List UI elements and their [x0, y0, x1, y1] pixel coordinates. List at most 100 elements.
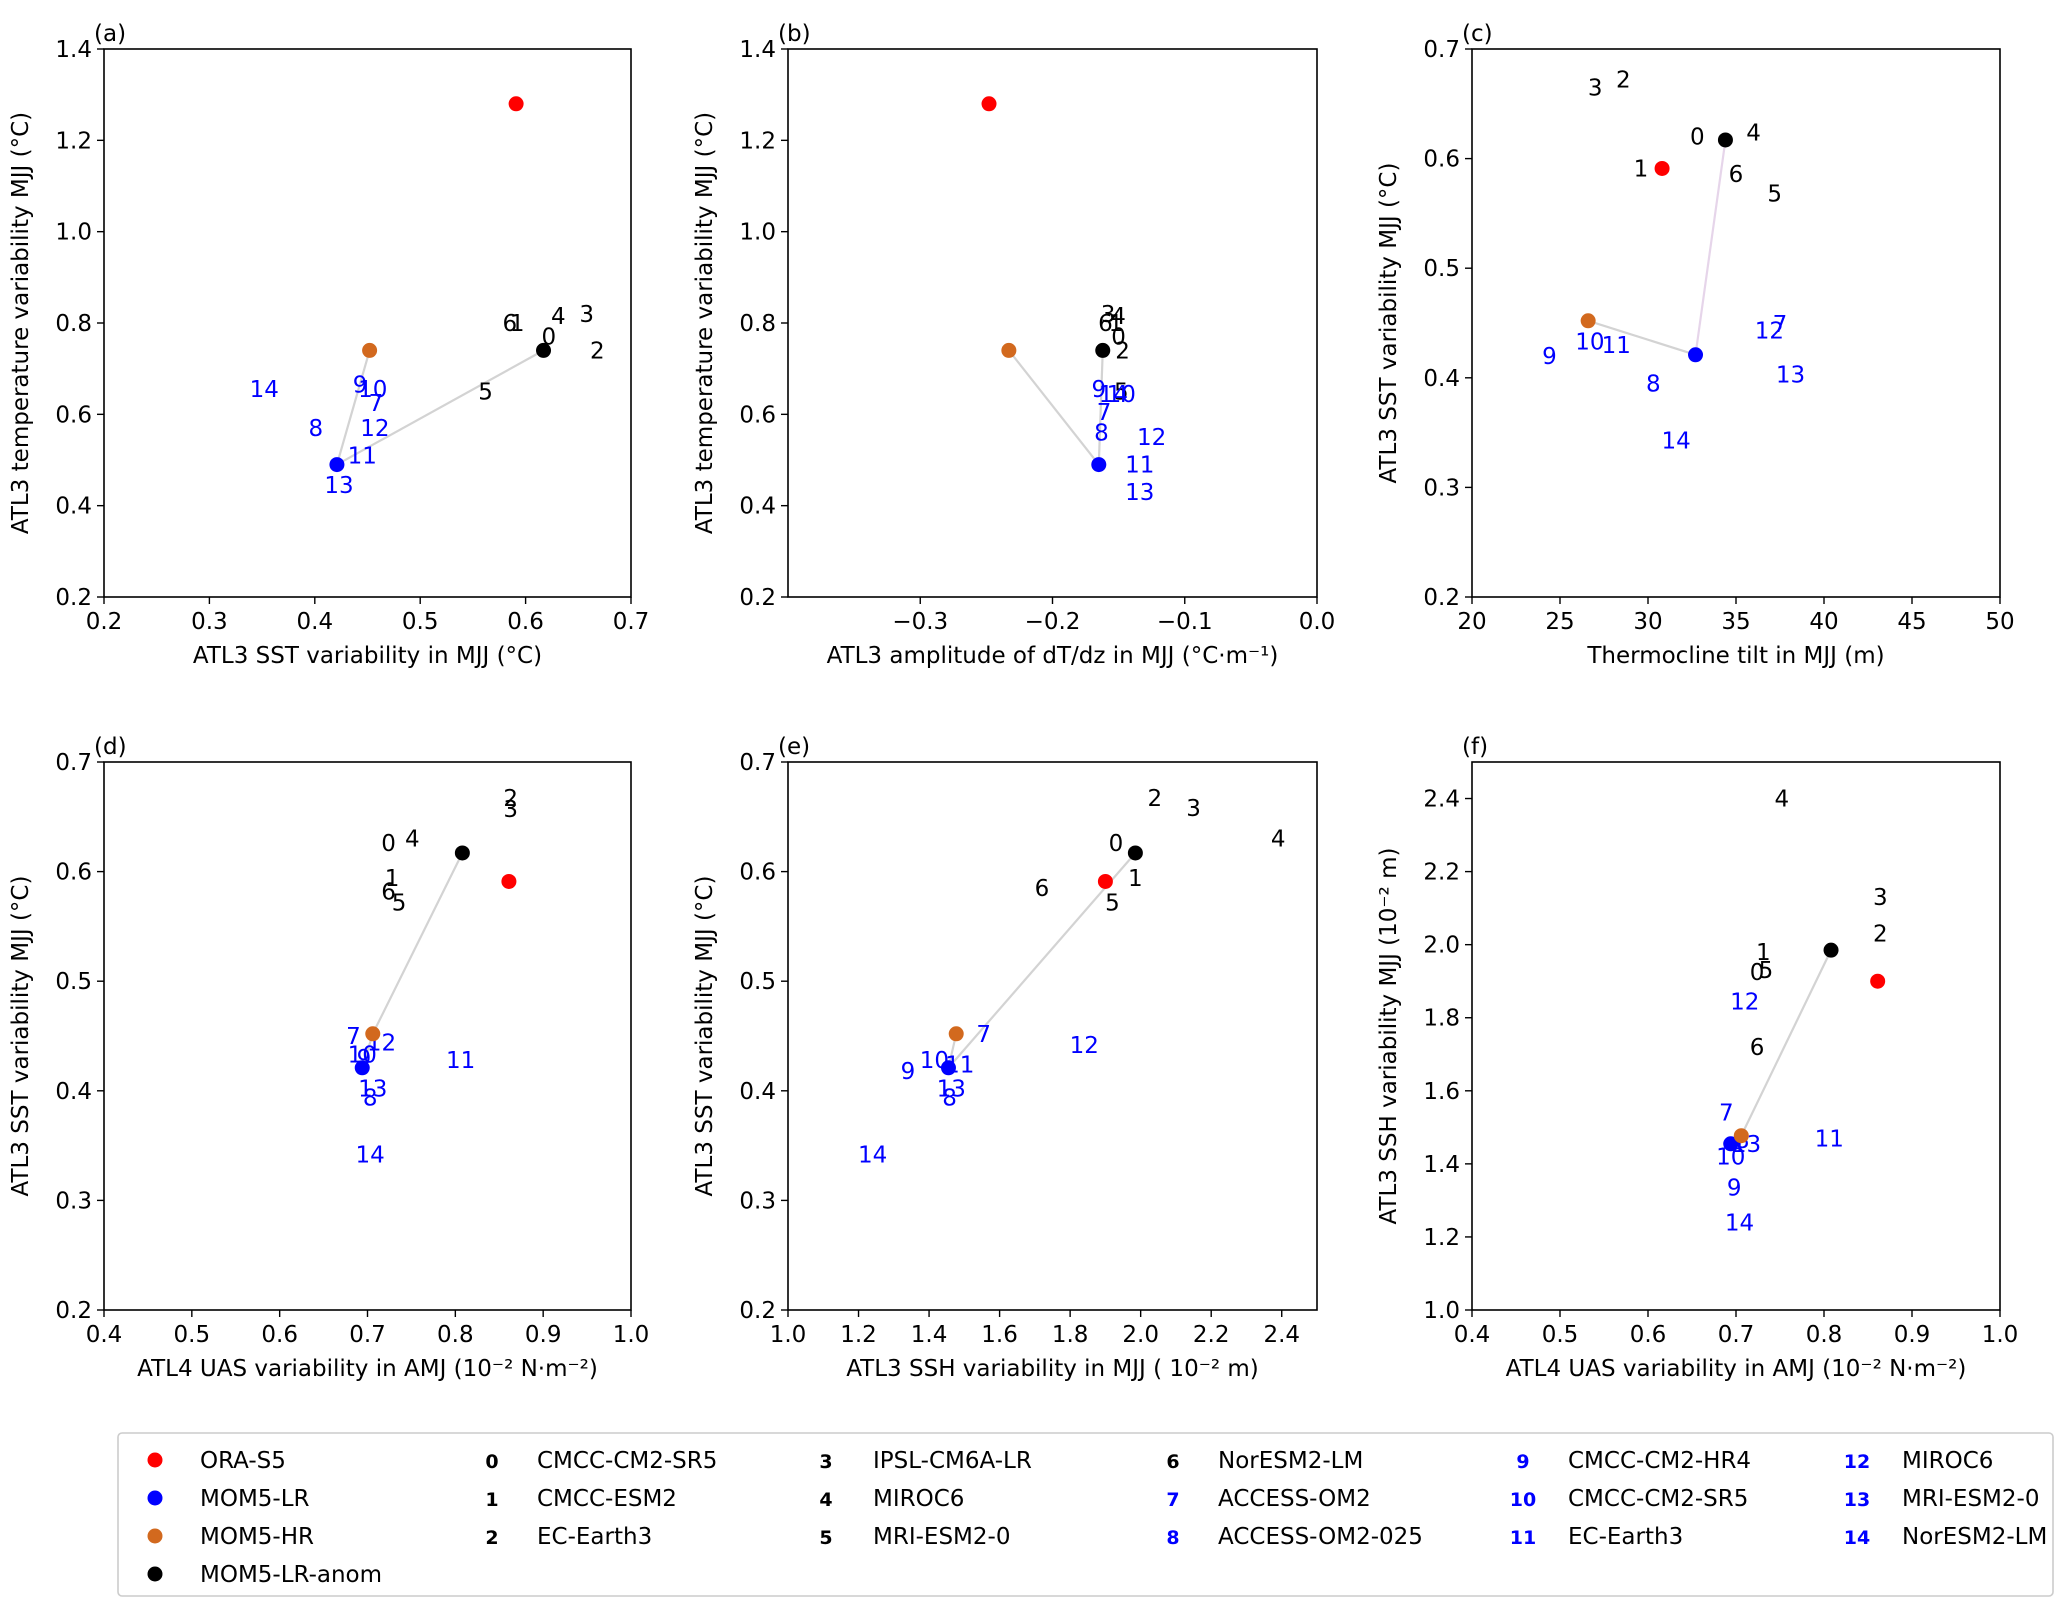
- model-label-3: 3: [1186, 796, 1201, 822]
- y-tick-label: 2.4: [1423, 787, 1460, 813]
- panel-label: (b): [778, 21, 811, 47]
- model-label-4: 4: [551, 304, 566, 330]
- x-tick-label: 40: [1809, 609, 1838, 635]
- x-tick-label: 1.8: [1052, 1322, 1089, 1348]
- y-tick-label: 0.2: [55, 585, 92, 611]
- legend-number-11: 11: [1510, 1527, 1536, 1549]
- model-label-0: 0: [1690, 125, 1705, 151]
- y-tick-label: 2.2: [1423, 860, 1460, 886]
- y-tick-label: 0.4: [739, 494, 776, 520]
- model-label-0: 0: [1111, 325, 1126, 351]
- legend-box: [117, 1432, 2054, 1597]
- x-tick-label: 0.8: [437, 1322, 474, 1348]
- model-label-11: 11: [1125, 453, 1154, 479]
- model-label-6: 6: [1750, 1035, 1765, 1061]
- y-axis-label: ATL3 temperature variability MJJ (°C): [8, 112, 34, 534]
- model-label-14: 14: [858, 1142, 887, 1168]
- y-tick-label: 0.7: [1423, 37, 1460, 63]
- marker-ora-s5: [501, 873, 517, 889]
- y-tick-label: 0.4: [739, 1079, 776, 1105]
- model-label-1: 1: [1128, 866, 1143, 892]
- marker-mom5-lr-anom: [536, 342, 552, 358]
- connector-line: [335, 350, 371, 465]
- legend-number-5: 5: [819, 1527, 832, 1549]
- model-label-11: 11: [1602, 333, 1631, 359]
- y-tick-label: 0.2: [55, 1298, 92, 1324]
- x-axis-label: ATL3 SSH variability in MJJ ( 10⁻² m): [846, 1356, 1259, 1382]
- panel-a: 0.2 0.3 0.4 0.5 0.6 0.7 0.2 0.4 0.6 0.8 1.0 1.2 1.4 A…: [8, 21, 649, 669]
- legend-number-10: 10: [1510, 1489, 1536, 1511]
- model-label-5: 5: [1767, 182, 1782, 208]
- legend-number-9: 9: [1516, 1451, 1529, 1473]
- x-tick-label: 50: [1985, 609, 2014, 635]
- y-tick-label: 0.8: [55, 311, 92, 337]
- legend-model-name: CMCC-CM2-HR4: [1568, 1448, 1751, 1474]
- panel-f: 0.4 0.5 0.6 0.7 0.8 0.9 1.0 1.0 1.2 1.4 1.6 1.8 2.0 2…: [1376, 734, 2018, 1382]
- y-tick-label: 0.3: [739, 1188, 776, 1214]
- y-tick-label: 1.6: [1423, 1079, 1460, 1105]
- model-label-13: 13: [324, 473, 353, 499]
- marker-mom5-hr: [1733, 1128, 1749, 1144]
- model-label-14: 14: [355, 1142, 384, 1168]
- model-label-7: 7: [369, 391, 384, 417]
- y-axis-label: ATL3 SST variability MJJ (°C): [692, 876, 718, 1197]
- x-tick-label: −0.3: [892, 609, 948, 635]
- legend-model-name: CMCC-CM2-SR5: [1568, 1486, 1748, 1512]
- legend-number-14: 14: [1844, 1527, 1870, 1549]
- x-tick-label: 0.4: [1454, 1322, 1491, 1348]
- y-tick-label: 0.3: [1423, 475, 1460, 501]
- x-axis-label: ATL3 amplitude of dT/dz in MJJ (°C·m⁻¹): [827, 643, 1279, 669]
- panel-label: (f): [1462, 734, 1488, 760]
- model-label-4: 4: [405, 827, 420, 853]
- marker-ora-s5: [1654, 160, 1670, 176]
- legend-number-12: 12: [1844, 1451, 1870, 1473]
- panel-label: (d): [94, 734, 127, 760]
- x-tick-label: 0.2: [86, 609, 123, 635]
- model-label-2: 2: [1115, 338, 1130, 364]
- x-tick-label: −0.2: [1025, 609, 1081, 635]
- marker-ora-s5: [508, 96, 524, 112]
- legend-model-name: CMCC-CM2-SR5: [537, 1448, 717, 1474]
- y-tick-label: 0.6: [739, 402, 776, 428]
- model-label-7: 7: [346, 1024, 361, 1050]
- model-label-7: 7: [976, 1022, 991, 1048]
- connector-line: [1740, 949, 1833, 1137]
- panel-label: (c): [1462, 21, 1493, 47]
- legend-number-2: 2: [485, 1527, 498, 1549]
- model-label-0: 0: [1109, 831, 1124, 857]
- marker-mom5-hr: [948, 1026, 964, 1042]
- y-tick-label: 0.2: [739, 585, 776, 611]
- panel-e: 1.0 1.2 1.4 1.6 1.8 2.0 2.2 2.4 0.2 0.3 0.4 0.5 0.6 0…: [692, 734, 1318, 1382]
- marker-mom5-lr: [1723, 1136, 1739, 1152]
- x-tick-label: 0.9: [1894, 1322, 1931, 1348]
- connector-line: [1694, 139, 1727, 355]
- legend-model-name: MIROC6: [1902, 1448, 1993, 1474]
- model-label-9: 9: [901, 1059, 916, 1085]
- model-label-13: 13: [1125, 480, 1154, 506]
- marker-mom5-hr: [362, 342, 378, 358]
- y-tick-label: 0.4: [55, 494, 92, 520]
- model-label-8: 8: [942, 1085, 957, 1111]
- y-axis-label: ATL3 temperature variability MJJ (°C): [692, 112, 718, 534]
- legend-model-name: EC-Earth3: [1568, 1524, 1683, 1550]
- model-label-12: 12: [1730, 989, 1759, 1015]
- y-tick-label: 1.8: [1423, 1006, 1460, 1032]
- legend-marker-mom5-lr: [147, 1490, 163, 1506]
- legend-number-8: 8: [1166, 1527, 1179, 1549]
- y-tick-label: 0.5: [1423, 256, 1460, 282]
- model-label-9: 9: [1542, 344, 1557, 370]
- model-label-11: 11: [1815, 1126, 1844, 1152]
- y-axis-label: ATL3 SST variability MJJ (°C): [8, 876, 34, 1197]
- legend-label: MOM5-LR-anom: [200, 1562, 382, 1588]
- model-label-13: 13: [1776, 363, 1805, 389]
- y-tick-label: 0.2: [739, 1298, 776, 1324]
- model-label-2: 2: [1873, 922, 1888, 948]
- marker-mom5-lr-anom: [1127, 845, 1143, 861]
- legend-model-name: NorESM2-LM: [1902, 1524, 2047, 1550]
- model-label-9: 9: [1091, 377, 1106, 403]
- axes-frame: [787, 761, 1318, 1311]
- model-label-9: 9: [1727, 1176, 1742, 1202]
- connector-line: [371, 852, 464, 1035]
- marker-mom5-hr: [1580, 313, 1596, 329]
- legend-label: MOM5-HR: [200, 1524, 314, 1550]
